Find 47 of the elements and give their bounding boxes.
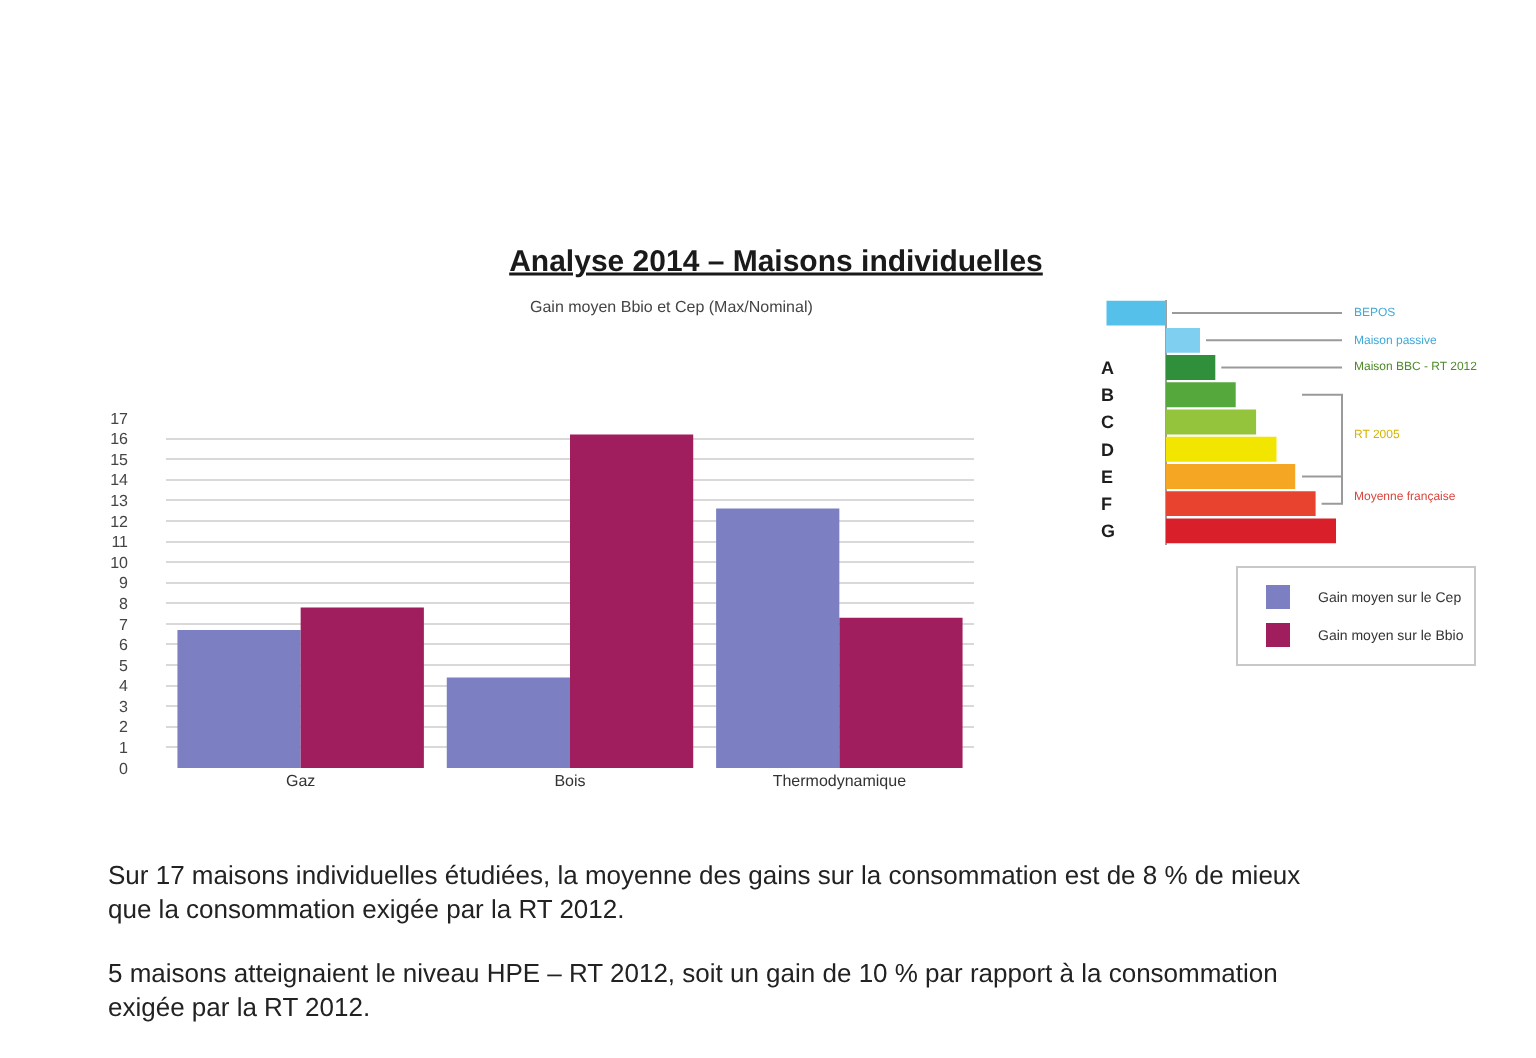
y-tick-label: 9 [119,574,130,593]
chart-subtitle: Gain moyen Bbio et Cep (Max/Nominal) [530,298,814,316]
x-tick-label: Thermodynamique [772,772,908,790]
y-tick-label: 8 [119,594,130,613]
bar [1166,518,1337,544]
x-tick-label: Gaz [285,772,316,790]
bar [716,508,840,768]
bar [1166,409,1257,435]
bar [1106,300,1167,326]
y-tick-label: B [1101,385,1116,406]
y-tick-label: 0 [119,759,130,778]
y-tick-label: 1 [119,739,130,758]
bar [570,434,694,768]
bar [446,677,570,768]
bar [1166,464,1296,489]
y-tick-label: 16 [110,430,130,449]
y-tick-label: 14 [110,471,130,490]
bar [1166,436,1277,462]
y-tick-label: G [1101,521,1116,542]
y-tick-label: F [1101,493,1114,514]
y-tick-label: A [1101,357,1116,378]
bar [1166,327,1201,353]
y-tick-label: 13 [110,491,130,510]
bar [177,630,301,768]
y-tick-label: 10 [110,553,130,572]
y-tick-label: 5 [119,656,130,675]
y-tick-label: 15 [110,450,130,469]
y-tick-label: D [1101,439,1116,460]
y-tick-label: 4 [119,677,130,696]
bar [1166,491,1316,517]
y-tick-label: 12 [110,512,130,531]
y-tick-label: 17 [110,409,130,428]
y-tick-label: C [1101,412,1116,433]
x-tick-label: Bois [554,772,586,790]
y-tick-label: 3 [119,697,130,716]
y-tick-label: 2 [119,718,130,737]
y-tick-label: 11 [111,533,130,552]
text: Sur 17 maisons individuelles étudiées, la moyenne des gains sur la consommation est de 8 % de mieux que la consommation exigée par la RT 2012. [108,860,1302,924]
text: 5 maisons atteignaient le niveau HPE – RT 2012, soit un gain de 10 % par rapport à la consommation exigée par la RT 2012. [108,958,1278,1022]
y-tick-label: 6 [119,636,130,655]
bar [1166,355,1216,380]
bar [300,607,424,768]
chart-title: Analyse 2014 – Maisons individuelles [509,244,1043,279]
bar [839,617,963,768]
bar [1166,382,1236,408]
y-tick-label: 7 [119,615,130,634]
y-tick-label: E [1101,466,1114,487]
